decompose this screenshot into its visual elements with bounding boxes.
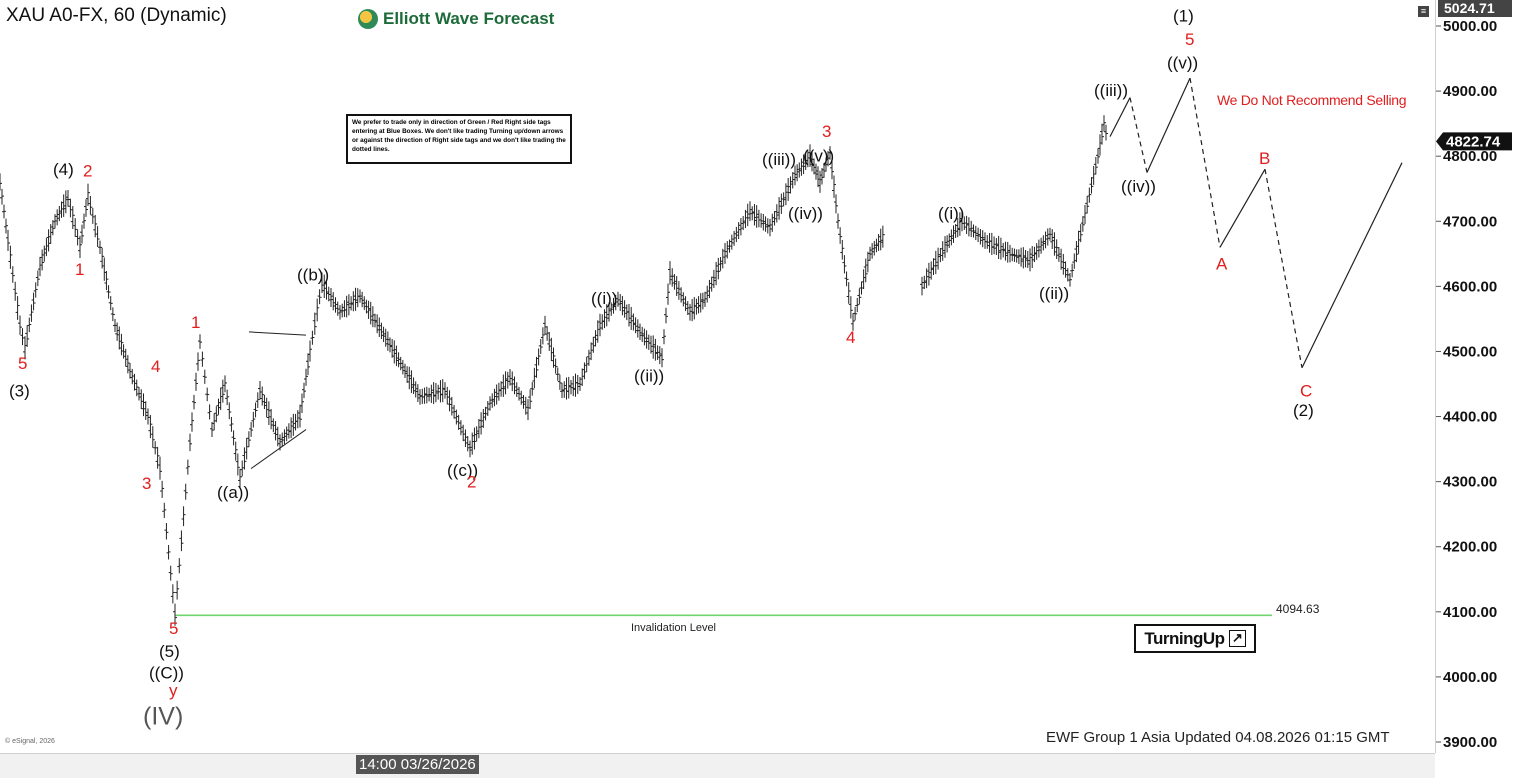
update-footer: EWF Group 1 Asia Updated 04.08.2026 01:1… bbox=[1046, 729, 1390, 746]
wave-label: 4 bbox=[846, 328, 855, 347]
projection-solid-line bbox=[1146, 77, 1191, 173]
wave-label: 5 bbox=[18, 354, 27, 373]
wave-label: 3 bbox=[822, 122, 831, 141]
y-tick-label: 5000.00 bbox=[1443, 18, 1497, 35]
wave-label: (3) bbox=[9, 382, 30, 401]
wave-label: ((iv)) bbox=[788, 204, 823, 223]
y-tick-label: 4100.00 bbox=[1443, 604, 1497, 621]
y-tick-label: 4400.00 bbox=[1443, 409, 1497, 426]
current-price-label: 4822.74 bbox=[1446, 133, 1501, 150]
projection-solid-line bbox=[1219, 168, 1266, 248]
trading-disclaimer-box: We prefer to trade only in direction of … bbox=[346, 114, 572, 164]
projection-solid-line bbox=[1109, 97, 1131, 137]
y-tick-label: 4700.00 bbox=[1443, 213, 1497, 230]
top-price-label: 5024.71 bbox=[1444, 0, 1495, 16]
wave-label: 1 bbox=[191, 313, 200, 332]
y-tick-label: 3900.00 bbox=[1443, 734, 1497, 751]
wave-label: ((i)) bbox=[591, 289, 617, 308]
projection-dashed-line bbox=[1129, 97, 1148, 173]
chart-title: XAU A0-FX, 60 (Dynamic) bbox=[6, 5, 227, 26]
wave-label: 2 bbox=[467, 473, 476, 492]
invalidation-label: Invalidation Level bbox=[631, 622, 717, 634]
wave-label: 3 bbox=[142, 474, 151, 493]
wave-label: ((v)) bbox=[1167, 53, 1198, 72]
wave-label: y bbox=[169, 681, 178, 700]
arrow-up-right-icon: ↗ bbox=[1228, 630, 1246, 647]
wave-label: 5 bbox=[1185, 30, 1194, 49]
wave-label: (4) bbox=[53, 160, 74, 179]
y-tick-label: 4800.00 bbox=[1443, 148, 1497, 165]
wave-label: ((iv)) bbox=[1121, 177, 1156, 196]
wave-label: ((iii)) bbox=[762, 150, 796, 169]
chart-menu-icon[interactable]: ≡ bbox=[1418, 6, 1429, 17]
wave-label: ((c)) bbox=[447, 461, 478, 480]
projection-solid-line bbox=[1301, 162, 1403, 368]
wave-label: (IV) bbox=[143, 703, 183, 731]
wave-label: C bbox=[1300, 382, 1312, 401]
esignal-credit: © eSignal, 2026 bbox=[5, 738, 55, 745]
projection-dashed-line bbox=[1189, 77, 1221, 248]
turning-up-badge: TurningUp ↗ bbox=[1134, 624, 1256, 653]
logo-icon bbox=[358, 9, 378, 29]
crosshair-date: 14:00 03/26/2026 bbox=[356, 755, 479, 774]
top-price-badge bbox=[1438, 0, 1512, 17]
y-tick-label: 4900.00 bbox=[1443, 83, 1497, 100]
price-axis[interactable] bbox=[1435, 0, 1531, 753]
y-tick-label: 4000.00 bbox=[1443, 669, 1497, 686]
y-tick-label: 4500.00 bbox=[1443, 343, 1497, 360]
wave-label: ((ii)) bbox=[634, 367, 664, 386]
y-tick-label: 4200.00 bbox=[1443, 539, 1497, 556]
selling-warning: We Do Not Recommend Selling bbox=[1217, 92, 1407, 108]
brand-logo: Elliott Wave Forecast bbox=[358, 9, 554, 29]
y-tick-label: 4300.00 bbox=[1443, 474, 1497, 491]
wave-label: ((ii)) bbox=[1039, 284, 1069, 303]
triangle-upper-line bbox=[248, 331, 307, 336]
current-price-badge bbox=[1436, 132, 1512, 151]
wave-label: ((v)) bbox=[803, 147, 834, 166]
logo-text: Elliott Wave Forecast bbox=[383, 9, 555, 28]
wave-label: B bbox=[1259, 149, 1270, 168]
wave-label: 2 bbox=[83, 162, 92, 181]
wave-label: 5 bbox=[169, 619, 178, 638]
y-tick-label: 4600.00 bbox=[1443, 278, 1497, 295]
wave-label: ((b)) bbox=[297, 266, 329, 285]
wave-label: 1 bbox=[75, 260, 84, 279]
turning-up-label: TurningUp bbox=[1144, 628, 1225, 648]
wave-label: (5) bbox=[159, 642, 180, 661]
wave-label: ((a)) bbox=[217, 483, 249, 502]
wave-label: ((iii)) bbox=[1094, 81, 1128, 100]
wave-label: 4 bbox=[151, 357, 160, 376]
wave-label: ((C)) bbox=[149, 663, 184, 682]
wave-label: ((i)) bbox=[938, 204, 964, 223]
wave-label: A bbox=[1216, 255, 1228, 274]
invalidation-value: 4094.63 bbox=[1276, 602, 1320, 616]
time-axis[interactable] bbox=[0, 753, 1435, 778]
wave-label: (1) bbox=[1173, 7, 1194, 26]
triangle-lower-line bbox=[250, 429, 307, 470]
wave-label: (2) bbox=[1293, 401, 1314, 420]
projection-dashed-line bbox=[1264, 169, 1303, 368]
